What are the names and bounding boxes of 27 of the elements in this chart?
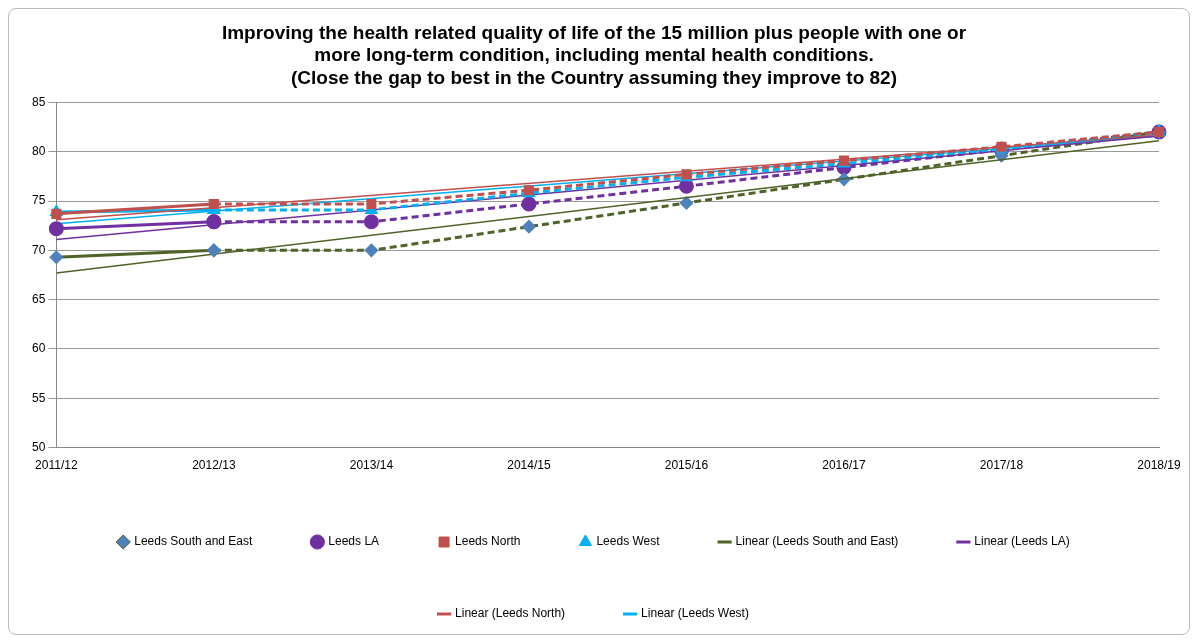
text: more long-term condition, including mental health conditions. xyxy=(314,44,874,66)
legend-label: Leeds South and East xyxy=(134,534,254,549)
x-tick-label: 2011/12 xyxy=(35,458,78,473)
x-tick-label: 2018/19 xyxy=(1137,458,1182,473)
y-tick-label: 60 xyxy=(31,341,46,356)
text: Improving the health related quality of life of the 15 million plus people with one or xyxy=(221,21,967,43)
y-tick-label: 85 xyxy=(31,94,46,109)
y-tick-label: 70 xyxy=(31,242,46,257)
y-tick-label: 80 xyxy=(31,144,46,159)
x-tick-label: 2014/15 xyxy=(507,458,551,473)
legend-label: Linear (Leeds LA) xyxy=(974,534,1070,549)
x-tick-label: 2016/17 xyxy=(822,458,866,473)
x-tick-label: 2015/16 xyxy=(664,458,709,473)
legend-label: Leeds LA xyxy=(328,534,380,549)
legend-label: Leeds West xyxy=(596,534,661,549)
x-tick-label: 2013/14 xyxy=(349,458,394,473)
legend-label: Linear (Leeds West) xyxy=(641,606,749,621)
y-tick-label: 50 xyxy=(31,439,46,454)
x-tick-label: 2017/18 xyxy=(979,458,1024,473)
y-tick-label: 65 xyxy=(31,291,46,306)
legend-label: Linear (Leeds North) xyxy=(455,606,566,621)
x-tick-label: 2012/13 xyxy=(192,458,236,473)
legend-label: Linear (Leeds South and East) xyxy=(735,534,899,549)
legend-label: Leeds North xyxy=(455,534,521,549)
text: (Close the gap to best in the Country assuming they improve to 82) xyxy=(291,67,897,89)
y-tick-label: 75 xyxy=(31,193,46,208)
y-tick-label: 55 xyxy=(31,390,46,405)
